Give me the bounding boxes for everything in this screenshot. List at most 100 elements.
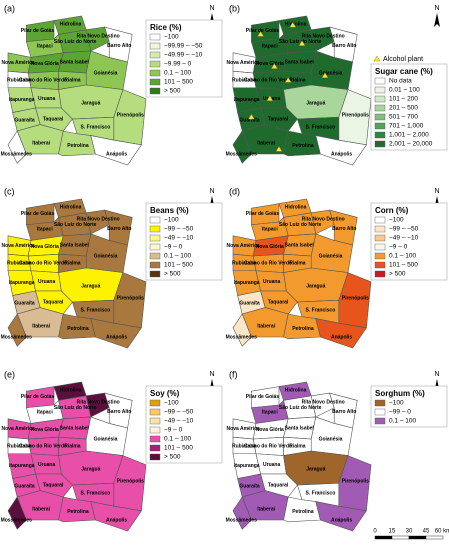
legend-label: 1,001 – 2,000	[389, 132, 429, 139]
region-label: Pilar de Goiás	[21, 28, 55, 34]
region-label: Guaraíta	[14, 300, 35, 306]
region-label: Pirenópolis	[117, 113, 144, 119]
legend-label: No data	[389, 78, 412, 85]
legend-swatch	[149, 435, 161, 443]
region	[260, 290, 298, 315]
region-label: Nova América	[2, 60, 35, 66]
region-label: Taquaral	[268, 482, 289, 488]
region-label: Rita Novo Destino	[302, 34, 345, 40]
legend-label: −9 – 0	[389, 244, 408, 251]
legend-swatch	[374, 216, 386, 224]
legend-title: Sugar cane (%)	[375, 67, 433, 76]
region-label: Petrolina	[292, 143, 314, 149]
region-label: Mossâmedes	[226, 517, 258, 523]
region-label: Jaraguá	[81, 467, 100, 473]
scale-label: 30	[406, 529, 413, 535]
alcohol-plant-marker	[275, 146, 283, 152]
scale-label: 45	[423, 529, 430, 535]
region-label: Mossâmedes	[226, 334, 258, 340]
region-label: Santa Isabel	[285, 425, 315, 431]
panel-label: (f)	[229, 369, 238, 379]
region-label: Rialma	[64, 261, 81, 267]
scale-segment	[374, 535, 393, 540]
region-label: Jaraguá	[81, 101, 100, 107]
legend-swatch	[149, 453, 161, 461]
region	[7, 313, 27, 347]
region-label: S. Francisco	[306, 491, 336, 497]
region-label: Uruana	[38, 279, 55, 285]
legend-label: 201 – 500	[389, 105, 418, 112]
legend-title: Beans (%)	[150, 206, 189, 215]
region-label: Hidrolina	[60, 205, 82, 211]
legend-swatch	[374, 261, 386, 269]
legend-swatch	[149, 399, 161, 407]
legend-swatch	[374, 417, 386, 425]
legend-swatch	[149, 51, 161, 59]
legend-swatch	[374, 252, 386, 260]
legend-label: −49 – −10	[164, 235, 194, 242]
region-label: Nova Glória	[31, 427, 59, 433]
region-label: S. Francisco	[306, 125, 336, 131]
region-label: Rubiataba	[232, 261, 256, 267]
legend-swatch	[374, 113, 386, 121]
region-label: Rubiataba	[7, 444, 31, 450]
region-label: Rita Novo Destino	[77, 34, 120, 40]
region-label: Rubiataba	[232, 444, 256, 450]
region	[35, 290, 73, 315]
legend-swatch	[149, 270, 161, 278]
region-label: São Luiz do Norte	[54, 222, 97, 228]
region-label: Itaberaí	[32, 506, 50, 512]
region-label: S. Francisco	[81, 491, 111, 497]
legend-swatch	[374, 86, 386, 94]
legend-swatch	[149, 243, 161, 251]
region-label: Santa Isabel	[60, 242, 90, 248]
region-label: Itapuranga	[9, 280, 35, 286]
region-label: Itaberaí	[257, 506, 275, 512]
legend-swatch	[149, 69, 161, 77]
region-label: Jaraguá	[81, 284, 100, 290]
legend-swatch	[149, 60, 161, 68]
region-label: Barro Alto	[332, 409, 356, 415]
region-label: Anápolis	[331, 334, 352, 340]
legend-label: −9 – 0	[164, 244, 183, 251]
legend-label: −9.99 – 0	[164, 61, 192, 68]
legend-label: −9 – 0	[164, 427, 183, 434]
region-label: Goianésia	[319, 253, 343, 259]
region-label: Anápolis	[106, 517, 127, 523]
panel-label: (e)	[4, 369, 15, 379]
legend-label: −49.99 – −10	[164, 52, 203, 59]
region-label: Anápolis	[331, 517, 352, 523]
scale-label: 0	[373, 529, 377, 535]
region-label: Anápolis	[331, 151, 352, 157]
region-label: Barro Alto	[107, 226, 131, 232]
legend-label: −99 – −50	[389, 226, 419, 233]
alcohol-plant-marker	[284, 77, 292, 83]
region-label: Itapaci	[262, 410, 278, 416]
region-label: Itaberaí	[32, 140, 50, 146]
region-label: Carmo do Rio Verde	[19, 261, 67, 267]
legend-label: 101 – 200	[389, 96, 418, 103]
region-label: Nova Glória	[256, 61, 284, 67]
legend-label: > 500	[164, 88, 181, 95]
legend-title: Sorghum (%)	[375, 389, 425, 398]
region-label: Pilar de Goiás	[246, 211, 280, 217]
region-label: Santa Isabel	[285, 242, 315, 248]
region-label: Pilar de Goiás	[246, 394, 280, 400]
region-label: Pirenópolis	[117, 479, 144, 485]
region-label: São Luiz do Norte	[54, 405, 97, 411]
region-label: Santa Isabel	[60, 59, 90, 65]
alcohol-plant-marker	[266, 95, 274, 101]
region-label: Pilar de Goiás	[21, 211, 55, 217]
region-label: Guaraíta	[239, 483, 260, 489]
north-label: N	[434, 188, 439, 195]
region-label: Hidrolina	[285, 388, 307, 394]
panel-label: (b)	[229, 3, 240, 13]
region-label: Nova América	[227, 426, 260, 432]
legend-swatch	[149, 78, 161, 86]
region	[35, 473, 73, 498]
region-label: Itaberaí	[257, 323, 275, 329]
region-label: Nova Glória	[31, 244, 59, 250]
legend-label: > 500	[164, 271, 181, 278]
